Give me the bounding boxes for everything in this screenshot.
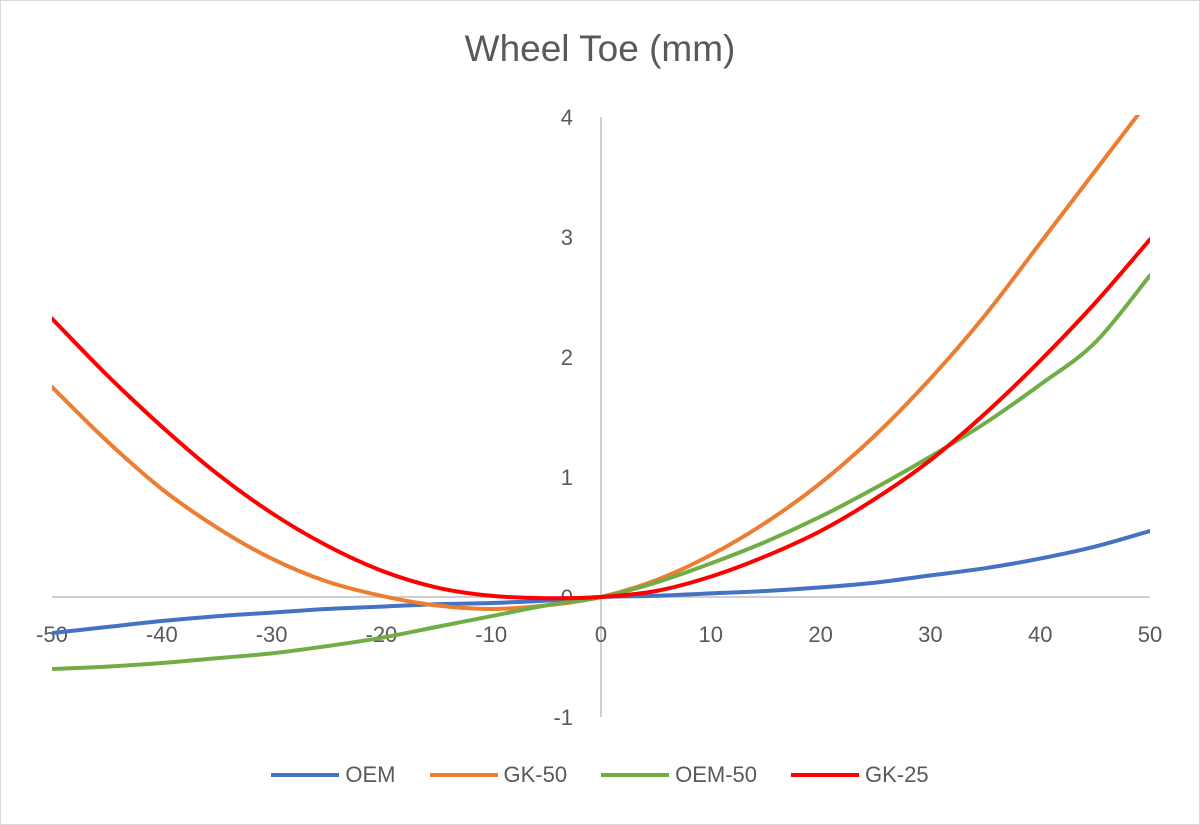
legend-swatch xyxy=(271,773,340,777)
legend-swatch xyxy=(791,773,860,777)
x-tick-label: 30 xyxy=(918,622,942,647)
x-tick-label: 20 xyxy=(808,622,832,647)
x-tick-label: 50 xyxy=(1138,622,1162,647)
chart-legend: OEM GK-50 OEM-50 GK-25 xyxy=(0,762,1200,788)
y-tick-label: 4 xyxy=(561,105,573,130)
y-tick-label: -1 xyxy=(553,705,573,730)
chart-title: Wheel Toe (mm) xyxy=(464,28,736,69)
legend-label: OEM-50 xyxy=(675,762,758,787)
x-tick-label: -40 xyxy=(146,622,178,647)
y-tick-label: 3 xyxy=(561,225,573,250)
x-tick-label: -10 xyxy=(475,622,507,647)
legend-item-oem: OEM xyxy=(271,762,396,788)
x-tick-label: -30 xyxy=(256,622,288,647)
y-tick-label: 1 xyxy=(561,465,573,490)
legend-label: GK-50 xyxy=(503,762,568,787)
series-line-gk-25 xyxy=(52,237,1150,601)
x-tick-label: 40 xyxy=(1028,622,1052,647)
y-tick-label: 2 xyxy=(561,345,573,370)
legend-label: GK-25 xyxy=(865,762,929,787)
legend-swatch xyxy=(601,773,670,777)
x-tick-label: 10 xyxy=(699,622,723,647)
legend-item-oem-50: OEM-50 xyxy=(601,762,757,788)
legend-item-gk-25: GK-25 xyxy=(791,762,929,788)
legend-label: OEM xyxy=(345,762,396,787)
legend-swatch xyxy=(429,773,498,777)
x-tick-label: 0 xyxy=(595,622,607,647)
legend-item-gk-50: GK-50 xyxy=(429,762,568,788)
